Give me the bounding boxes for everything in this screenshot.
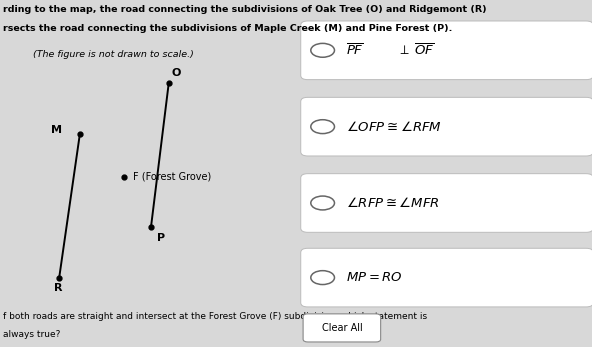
Text: rsects the road connecting the subdivisions of Maple Creek (M) and Pine Forest (: rsects the road connecting the subdivisi… [3,24,452,33]
Text: $\angle OFP \cong \angle RFM$: $\angle OFP \cong \angle RFM$ [346,120,442,134]
Text: $\angle RFP \cong \angle MFR$: $\angle RFP \cong \angle MFR$ [346,196,440,210]
Text: Clear All: Clear All [321,323,362,333]
Text: O: O [172,68,181,78]
Text: F (Forest Grove): F (Forest Grove) [133,172,211,182]
Circle shape [311,196,334,210]
Text: $\overline{OF}$: $\overline{OF}$ [414,43,435,58]
Text: f both roads are straight and intersect at the Forest Grove (F) subdivision, whi: f both roads are straight and intersect … [3,312,427,321]
Text: rding to the map, the road connecting the subdivisions of Oak Tree (O) and Ridge: rding to the map, the road connecting th… [3,5,487,14]
Text: M: M [51,125,62,135]
FancyBboxPatch shape [303,314,381,342]
Text: $MP = RO$: $MP = RO$ [346,271,403,284]
FancyBboxPatch shape [301,174,592,232]
Text: P: P [157,233,165,243]
Circle shape [311,43,334,57]
Text: $\overline{PF}$: $\overline{PF}$ [346,43,364,58]
Text: $\perp$: $\perp$ [397,44,410,57]
Text: always true?: always true? [3,330,60,339]
FancyBboxPatch shape [301,97,592,156]
Circle shape [311,271,334,285]
FancyBboxPatch shape [301,248,592,307]
Circle shape [311,120,334,134]
FancyBboxPatch shape [301,21,592,80]
Text: R: R [54,283,63,293]
Text: (The figure is not drawn to scale.): (The figure is not drawn to scale.) [33,50,194,59]
